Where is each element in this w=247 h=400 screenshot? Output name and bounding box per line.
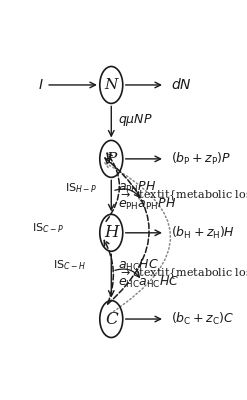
Text: $\rightarrow$ \textit{metabolic loss}: $\rightarrow$ \textit{metabolic loss} [118,266,247,281]
Text: $\rightarrow$ \textit{metabolic loss}: $\rightarrow$ \textit{metabolic loss} [118,188,247,203]
Text: $e_{\mathrm{PH}}a_{\mathrm{PH}}PH$: $e_{\mathrm{PH}}a_{\mathrm{PH}}PH$ [118,197,176,212]
Text: C: C [105,310,118,328]
Text: $q\mu NP$: $q\mu NP$ [118,112,153,128]
Text: $dN$: $dN$ [171,78,191,92]
Text: $\mathrm{IS}_{C-P}$: $\mathrm{IS}_{C-P}$ [32,221,64,235]
Text: $a_{\mathrm{PH}}PH$: $a_{\mathrm{PH}}PH$ [118,180,156,195]
Text: $a_{\mathrm{HC}}HC$: $a_{\mathrm{HC}}HC$ [118,258,159,273]
Text: $(b_{\mathrm{H}} + z_{\mathrm{H}})H$: $(b_{\mathrm{H}} + z_{\mathrm{H}})H$ [171,225,234,241]
Text: $e_{\mathrm{HC}}a_{\mathrm{HC}}HC$: $e_{\mathrm{HC}}a_{\mathrm{HC}}HC$ [118,274,180,290]
Text: $(b_{\mathrm{P}} + z_{\mathrm{P}})P$: $(b_{\mathrm{P}} + z_{\mathrm{P}})P$ [171,151,231,167]
Text: $(b_{\mathrm{C}} + z_{\mathrm{C}})C$: $(b_{\mathrm{C}} + z_{\mathrm{C}})C$ [171,311,234,327]
Text: $\mathrm{IS}_{H-P}$: $\mathrm{IS}_{H-P}$ [65,181,98,195]
Text: N: N [104,78,118,92]
Text: H: H [104,224,119,241]
Text: P: P [106,152,116,166]
Text: $I$: $I$ [38,78,43,92]
Text: $\mathrm{IS}_{C-H}$: $\mathrm{IS}_{C-H}$ [53,258,86,272]
